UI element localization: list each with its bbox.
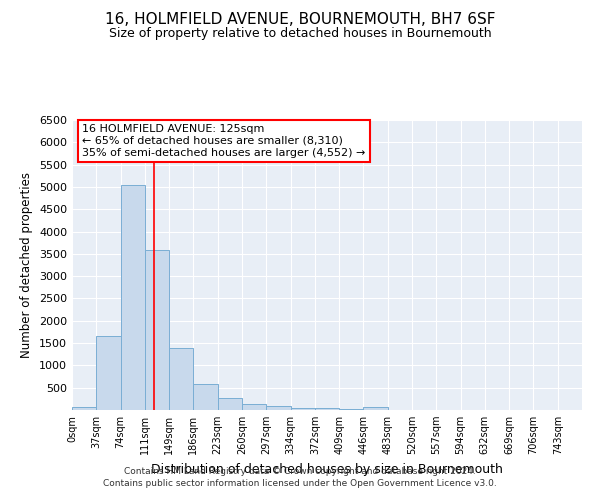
- Bar: [121, 184, 145, 410]
- Bar: [339, 408, 364, 410]
- Bar: [96, 336, 121, 410]
- Bar: [72, 406, 96, 410]
- Text: Contains HM Land Registry data © Crown copyright and database right 2024.: Contains HM Land Registry data © Crown c…: [124, 468, 476, 476]
- Y-axis label: Number of detached properties: Number of detached properties: [20, 172, 34, 358]
- Text: 16, HOLMFIELD AVENUE, BOURNEMOUTH, BH7 6SF: 16, HOLMFIELD AVENUE, BOURNEMOUTH, BH7 6…: [105, 12, 495, 28]
- Bar: [169, 348, 193, 410]
- Bar: [290, 408, 315, 410]
- Bar: [315, 408, 339, 410]
- Bar: [242, 404, 266, 410]
- Text: Contains public sector information licensed under the Open Government Licence v3: Contains public sector information licen…: [103, 479, 497, 488]
- Bar: [145, 250, 169, 410]
- Bar: [266, 406, 290, 410]
- Bar: [218, 398, 242, 410]
- Bar: [193, 384, 218, 410]
- Text: Size of property relative to detached houses in Bournemouth: Size of property relative to detached ho…: [109, 28, 491, 40]
- X-axis label: Distribution of detached houses by size in Bournemouth: Distribution of detached houses by size …: [151, 462, 503, 475]
- Text: 16 HOLMFIELD AVENUE: 125sqm
← 65% of detached houses are smaller (8,310)
35% of : 16 HOLMFIELD AVENUE: 125sqm ← 65% of det…: [82, 124, 365, 158]
- Bar: [364, 408, 388, 410]
